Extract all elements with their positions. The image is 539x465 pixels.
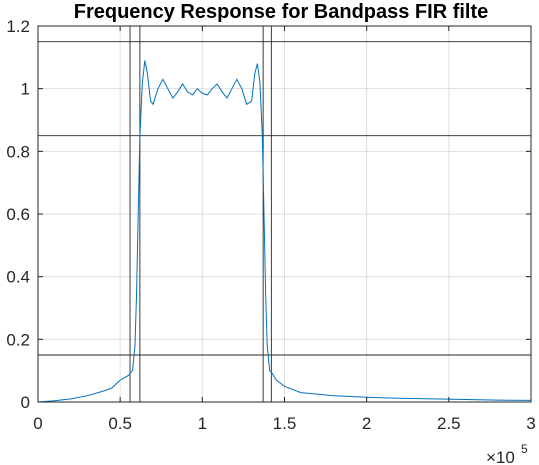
x-tick-label: 3 xyxy=(526,414,535,433)
x-exponent-base: ×10 xyxy=(486,448,515,465)
series-line-1 xyxy=(37,60,532,403)
y-tick-label: 0.6 xyxy=(6,205,30,224)
reference-lines xyxy=(38,26,531,402)
y-tick-label: 1 xyxy=(21,80,30,99)
x-exponent-power: 5 xyxy=(521,442,528,456)
x-exponent-label: ×10 5 xyxy=(486,442,528,465)
x-tick-label: 1 xyxy=(198,414,207,433)
x-tick-label: 2 xyxy=(362,414,371,433)
series-layer xyxy=(37,60,532,403)
x-tick-label: 0 xyxy=(33,414,42,433)
y-tick-label: 0 xyxy=(21,393,30,412)
y-tick-label: 0.4 xyxy=(6,268,30,287)
y-axis: 0 0.2 0.4 0.6 0.8 1 1.2 xyxy=(6,17,531,412)
x-tick-label: 1.5 xyxy=(273,414,297,433)
y-tick-label: 0.8 xyxy=(6,142,30,161)
grid xyxy=(37,25,532,403)
y-tick-label: 1.2 xyxy=(6,17,30,36)
x-tick-label: 2.5 xyxy=(437,414,461,433)
y-tick-label: 0.2 xyxy=(6,330,30,349)
chart-title: Frequency Response for Bandpass FIR filt… xyxy=(74,1,489,23)
x-axis: 0 0.5 1 1.5 2 2.5 3 xyxy=(33,26,536,433)
x-tick-label: 0.5 xyxy=(108,414,132,433)
